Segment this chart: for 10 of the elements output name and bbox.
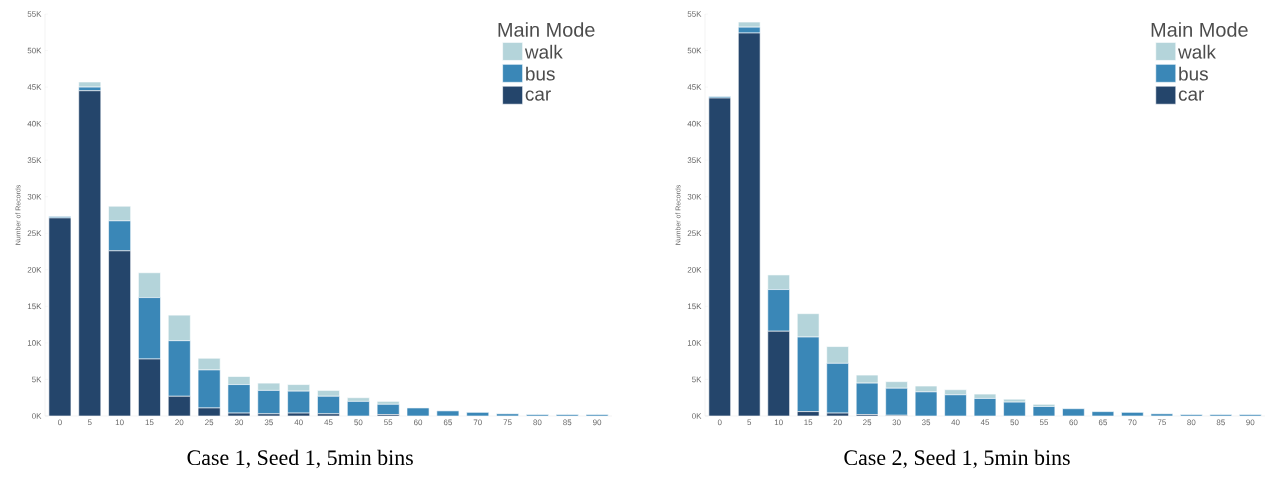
legend-label: car [1178, 90, 1205, 101]
text: Case 2, Seed 1, 5min bins [844, 449, 1070, 469]
legend-label: bus [526, 66, 555, 81]
legend-label: car [525, 90, 551, 101]
legend-label: bus [1179, 66, 1208, 81]
text: Case 1, Seed 1, 5min bins [187, 449, 413, 469]
legend-label: walk [524, 44, 563, 59]
legend-label: walk [1178, 44, 1216, 59]
legend-title: Main Mode [498, 22, 595, 37]
legend-title: Main Mode [1151, 22, 1248, 37]
